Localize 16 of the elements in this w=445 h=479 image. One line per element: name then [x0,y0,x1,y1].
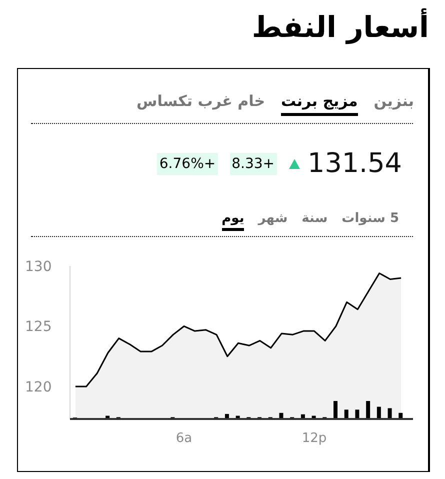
text: +6.76% [157,152,218,174]
text: يوم [222,211,244,231]
y-tick-label: 125 [25,319,52,336]
y-tick-label: 120 [25,379,52,396]
x-tick-label: 12p [302,431,327,446]
text: شهر [258,211,288,228]
text: سنة [302,211,328,228]
text: بنزين [374,92,414,112]
x-tick-label: 6a [176,431,192,446]
y-tick-label: 130 [25,258,52,275]
text: مزيج برنت [281,92,358,116]
text: خام غرب تكساس [136,92,266,112]
text: 131.54 [308,148,402,179]
text: +8.33 [230,152,277,174]
chart-title: أسعار النفط [252,10,429,44]
text: 5 سنوات [342,211,399,228]
